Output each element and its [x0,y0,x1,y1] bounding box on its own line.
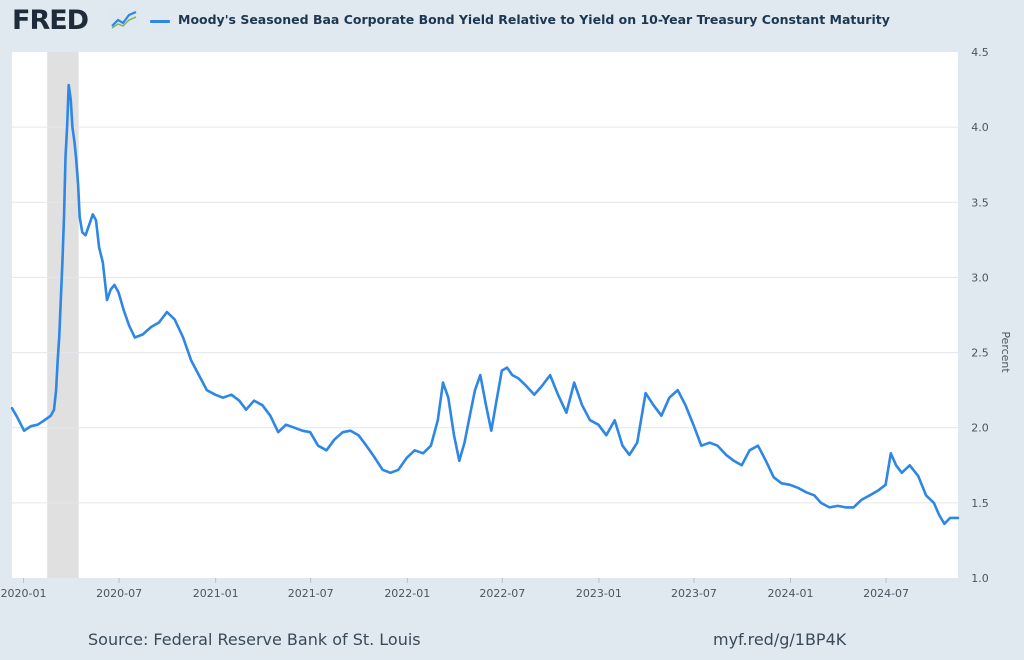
y-tick-label: 3.5 [971,196,989,209]
source-note: Source: Federal Reserve Bank of St. Loui… [88,630,421,649]
x-tick-label: 2024-07 [863,587,909,600]
x-tick-label: 2020-07 [96,587,142,600]
series-line[interactable] [10,83,960,526]
x-axis-ticks: 2020-01 2020-07 2021-01 2021-07 2022-01 2022-… [1,578,909,600]
x-tick-label: 2023-01 [576,587,622,600]
series-lines [10,83,960,526]
y-tick-label: 2.0 [971,422,989,435]
x-tick-label: 2024-01 [768,587,814,600]
fred-chart-icon [110,8,138,30]
x-tick-label: 2023-07 [671,587,717,600]
y-axis-ticks: 1.0 1.5 2.0 2.5 3.0 3.5 4.0 4.5 [971,46,989,585]
y-axis-title: Percent [999,331,1012,373]
legend-swatch [150,20,170,23]
y-tick-label: 3.0 [971,271,989,284]
fred-logo[interactable]: FRED [12,5,89,36]
chart-header: FRED Moody's Seasoned Baa Corporate Bond… [0,0,1024,44]
short-link[interactable]: myf.red/g/1BP4K [713,630,847,649]
y-tick-label: 2.5 [971,347,989,360]
gridlines [12,126,958,504]
y-tick-label: 4.0 [971,121,989,134]
x-tick-label: 2022-07 [479,587,525,600]
y-tick-label: 1.0 [971,572,989,585]
line-chart[interactable]: 1.01.52.02.53.03.54.04.5 2020-01 2020-07 2… [0,36,1024,626]
legend-label: Moody's Seasoned Baa Corporate Bond Yiel… [178,12,890,27]
x-tick-label: 2020-01 [1,587,47,600]
y-tick-label: 4.5 [971,46,989,59]
x-tick-label: 2022-01 [384,587,430,600]
x-tick-label: 2021-01 [193,587,239,600]
x-tick-label: 2021-07 [288,587,334,600]
y-tick-label: 1.5 [971,497,989,510]
